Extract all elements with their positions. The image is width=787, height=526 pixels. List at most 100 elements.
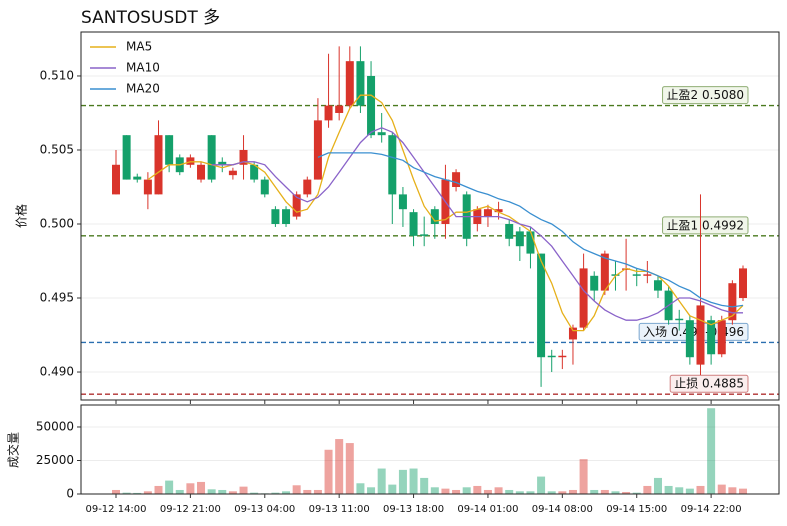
candle-body bbox=[558, 355, 567, 358]
candle-body bbox=[590, 275, 599, 291]
volume-bar bbox=[483, 489, 492, 494]
volume-bar bbox=[367, 487, 376, 494]
legend-label: MA20 bbox=[126, 82, 160, 96]
candle-body bbox=[494, 209, 503, 213]
candle-body bbox=[430, 209, 439, 224]
y-axis-label: 价格 bbox=[14, 204, 29, 228]
candle-body bbox=[696, 305, 705, 365]
candle-body bbox=[112, 164, 120, 195]
volume-bar bbox=[462, 487, 471, 494]
x-tick-label: 09-14 01:00 bbox=[457, 504, 518, 515]
candle-body bbox=[388, 135, 397, 195]
volume-bar bbox=[133, 492, 142, 494]
volume-bar bbox=[675, 487, 684, 494]
candle-body bbox=[653, 280, 662, 291]
candle-body bbox=[707, 320, 716, 355]
candle-body bbox=[728, 283, 737, 321]
candle-body bbox=[271, 209, 280, 224]
candle-body bbox=[409, 212, 418, 236]
volume-bar bbox=[313, 489, 322, 494]
volume-bar bbox=[122, 492, 131, 494]
candle-body bbox=[483, 209, 492, 217]
candle-body bbox=[526, 231, 535, 254]
volume-bar bbox=[377, 468, 386, 494]
candle-body bbox=[675, 318, 684, 321]
candle-body bbox=[420, 234, 429, 236]
volume-bar bbox=[568, 489, 577, 494]
chart-title: SANTOSUSDT 多 bbox=[81, 8, 220, 28]
volume-bar bbox=[228, 491, 237, 494]
candle-body bbox=[600, 253, 609, 291]
candle-body bbox=[250, 164, 259, 180]
y-tick-label: 0.490 bbox=[40, 365, 74, 379]
volume-bar bbox=[345, 443, 354, 494]
volume-bar bbox=[494, 487, 503, 494]
volume-bar bbox=[717, 484, 726, 494]
candle-body bbox=[218, 161, 227, 165]
volume-bar bbox=[165, 480, 174, 494]
volume-bar bbox=[292, 485, 301, 494]
volume-axis-label: 成交量 bbox=[6, 432, 21, 468]
volume-bar bbox=[388, 484, 397, 494]
ma-line bbox=[211, 127, 743, 321]
ma-line bbox=[317, 152, 744, 308]
candle-body bbox=[239, 149, 248, 165]
volume-bar bbox=[324, 449, 333, 494]
candle-body bbox=[165, 135, 174, 165]
candle-body bbox=[282, 209, 291, 224]
x-tick-label: 09-14 08:00 bbox=[532, 504, 593, 515]
candle-body bbox=[207, 135, 216, 180]
candle-body bbox=[260, 179, 269, 195]
level-label-box bbox=[662, 86, 749, 105]
volume-bar bbox=[739, 488, 747, 494]
volume-bar bbox=[600, 489, 609, 494]
volume-bar bbox=[579, 459, 588, 494]
plot-frame bbox=[80, 31, 780, 401]
candle-body bbox=[515, 231, 524, 247]
volume-bar bbox=[282, 491, 291, 494]
candle-body bbox=[579, 268, 588, 328]
candle-body bbox=[313, 120, 322, 180]
volume-bar bbox=[239, 486, 248, 494]
volume-bar bbox=[175, 489, 184, 494]
y-tick-label: 0.495 bbox=[40, 291, 74, 305]
candle-body bbox=[228, 170, 237, 176]
volume-bar bbox=[207, 489, 216, 494]
candle-body bbox=[303, 179, 312, 195]
volume-bar bbox=[398, 469, 407, 494]
ma-line bbox=[147, 94, 744, 332]
candle-body bbox=[356, 61, 365, 106]
level-label-box bbox=[662, 216, 749, 235]
volume-bar bbox=[250, 492, 259, 494]
y-tick-label: 0.500 bbox=[40, 216, 74, 230]
candle-body bbox=[717, 320, 726, 355]
volume-bar bbox=[707, 408, 716, 494]
candle-body bbox=[685, 320, 694, 358]
x-tick-label: 09-12 21:00 bbox=[160, 504, 221, 515]
candle-body bbox=[398, 194, 407, 210]
legend-label: MA10 bbox=[126, 61, 160, 75]
volume-bar bbox=[547, 491, 556, 494]
volume-bar bbox=[154, 485, 163, 494]
volume-bar bbox=[335, 439, 344, 494]
y-tick-label: 25000 bbox=[36, 453, 74, 467]
volume-bar bbox=[303, 489, 312, 494]
volume-bar bbox=[186, 483, 195, 494]
volume-bar bbox=[143, 491, 152, 494]
legend-label: MA5 bbox=[126, 40, 152, 54]
candle-body bbox=[377, 132, 386, 136]
candle-body bbox=[345, 61, 354, 106]
y-tick-label: 0.510 bbox=[40, 68, 74, 82]
volume-bar bbox=[590, 489, 599, 494]
candle-body bbox=[739, 268, 747, 299]
volume-bar bbox=[664, 485, 673, 494]
volume-bar bbox=[505, 489, 514, 494]
y-tick-label: 0.505 bbox=[40, 142, 74, 156]
volume-bar bbox=[218, 489, 227, 494]
volume-bar bbox=[632, 492, 641, 494]
volume-bar bbox=[430, 487, 439, 494]
volume-bar bbox=[643, 485, 652, 494]
plot-frame bbox=[80, 404, 780, 495]
x-tick-label: 09-14 22:00 bbox=[681, 504, 742, 515]
